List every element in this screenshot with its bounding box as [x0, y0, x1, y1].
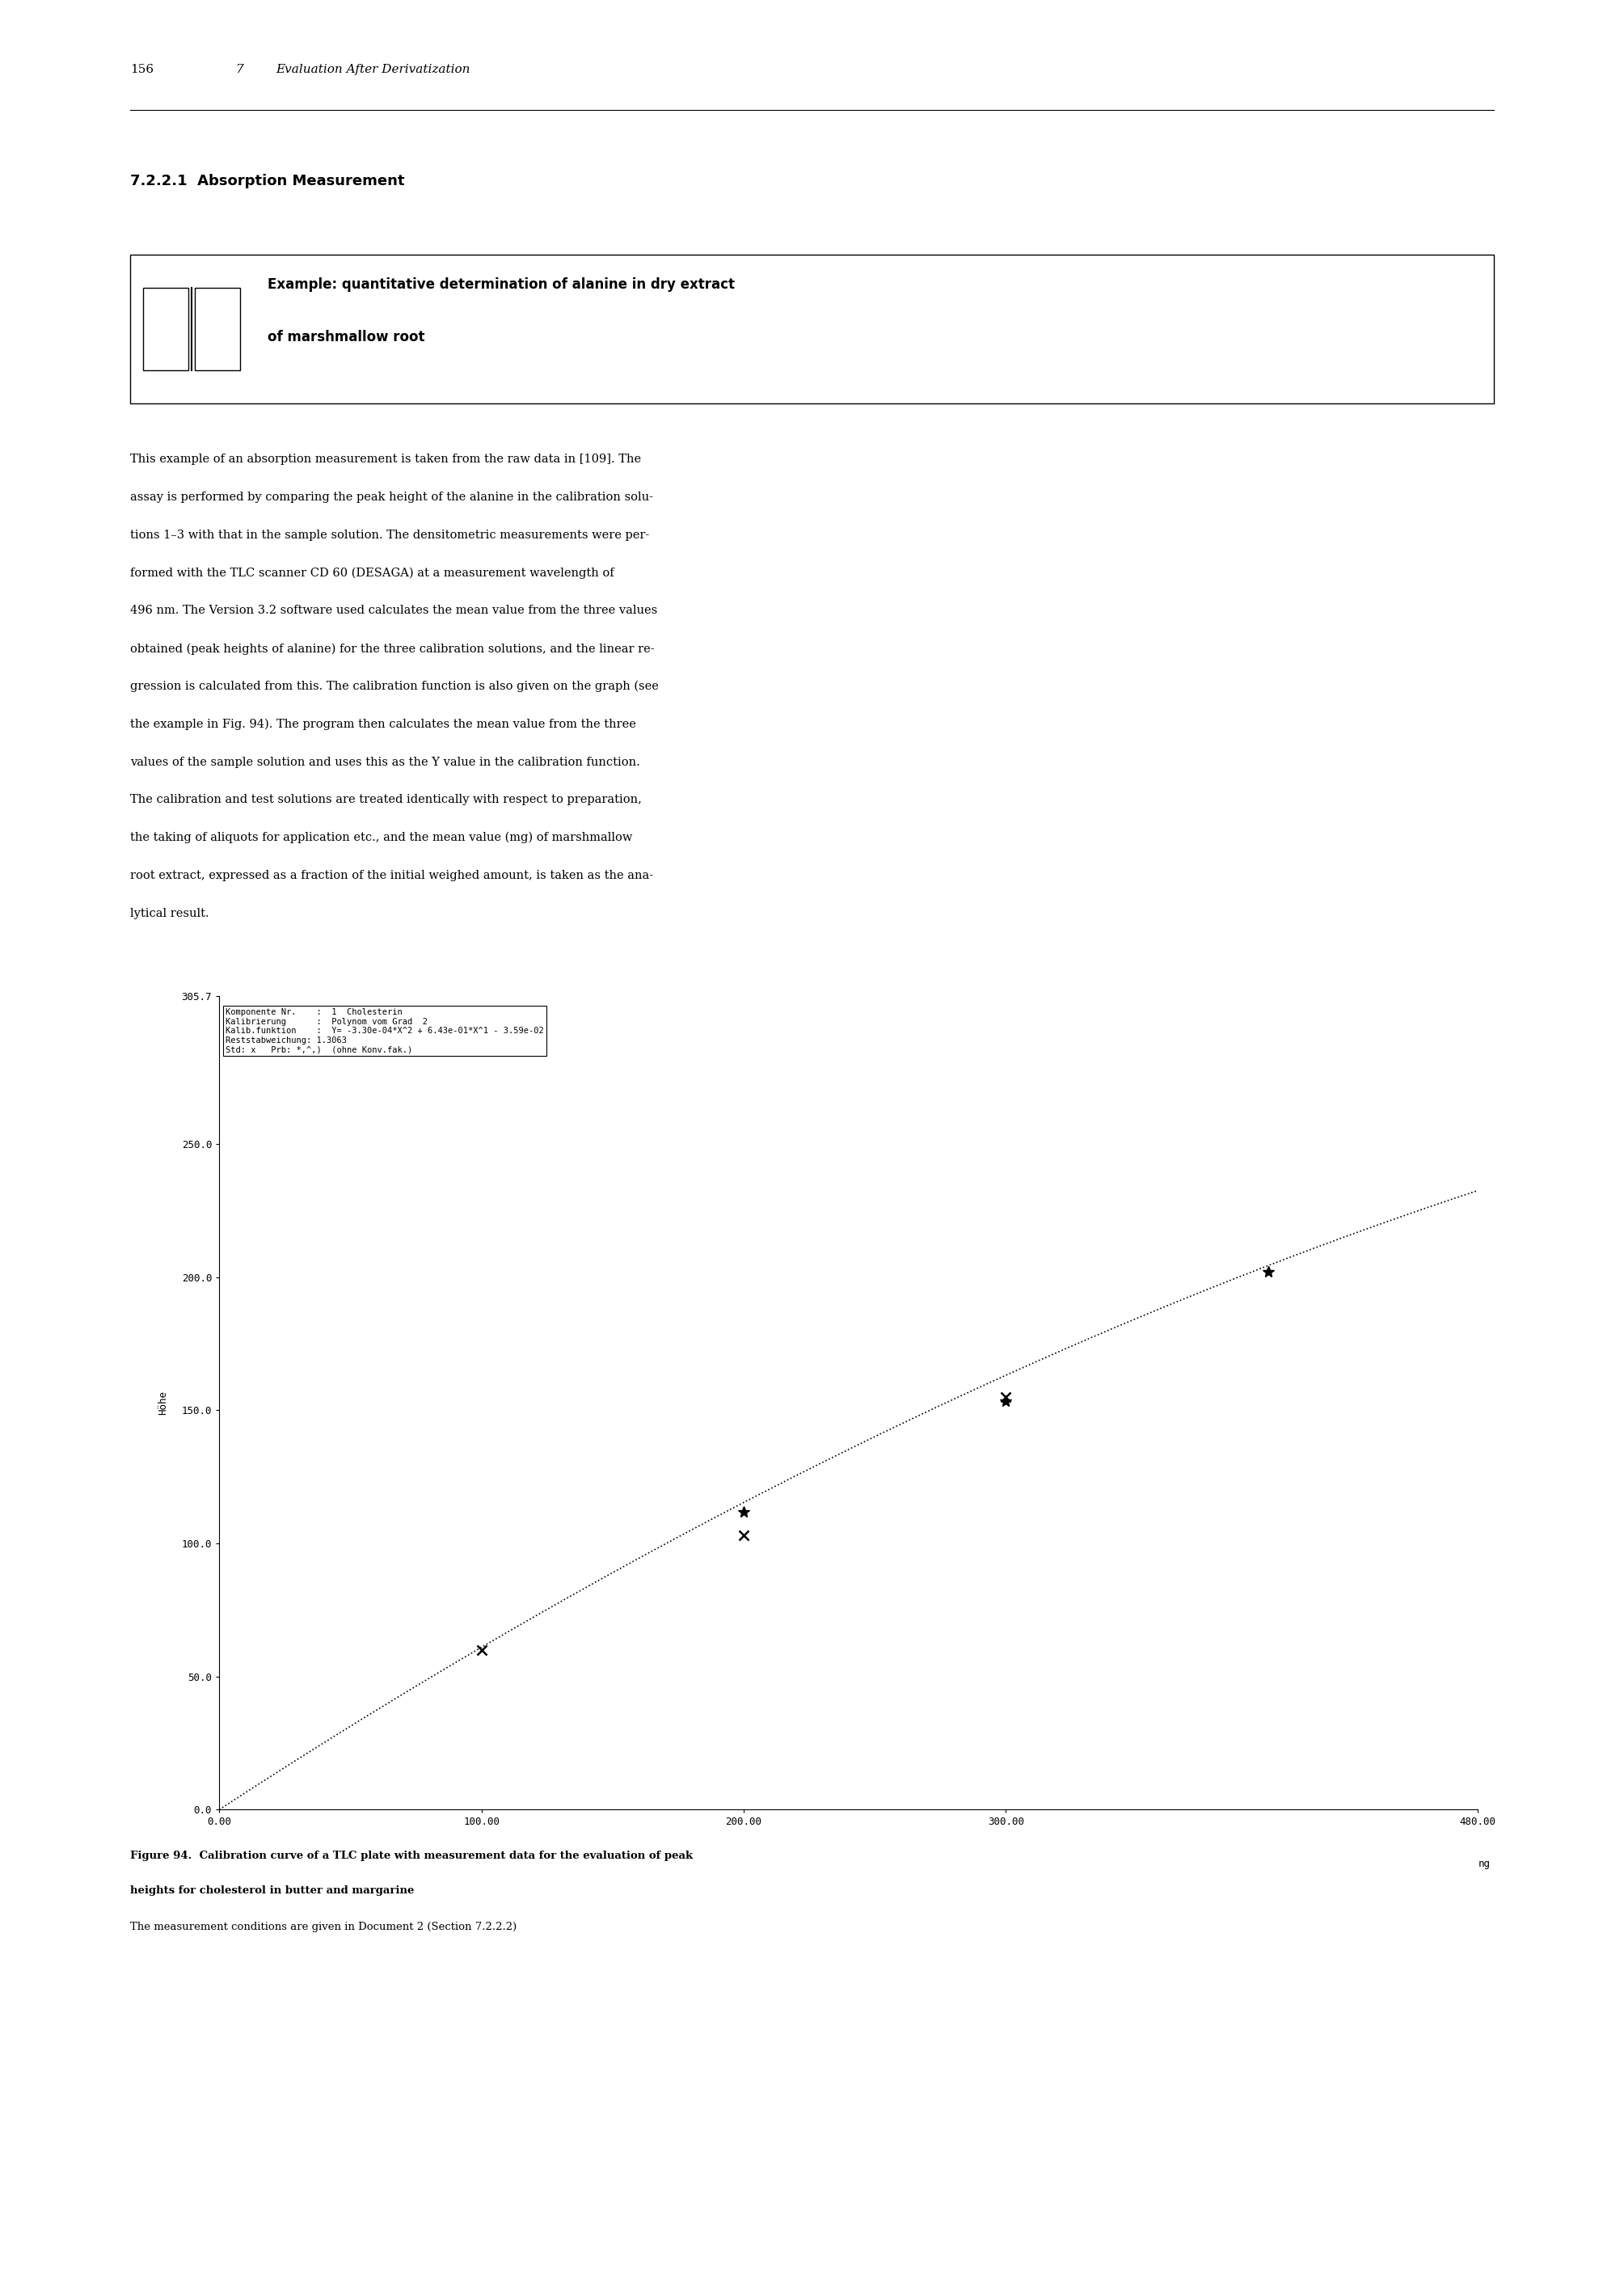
Text: Figure 94.  Calibration curve of a TLC plate with measurement data for the evalu: Figure 94. Calibration curve of a TLC pl…	[130, 1852, 693, 1861]
Text: The measurement conditions are given in Document 2 (Section 7.2.2.2): The measurement conditions are given in …	[130, 1923, 516, 1932]
Text: values of the sample solution and uses this as the Y value in the calibration fu: values of the sample solution and uses t…	[130, 756, 640, 768]
Text: heights for cholesterol in butter and margarine: heights for cholesterol in butter and ma…	[130, 1886, 414, 1895]
Text: gression is calculated from this. The calibration function is also given on the : gression is calculated from this. The ca…	[130, 681, 658, 692]
Text: 7.2.2.1  Absorption Measurement: 7.2.2.1 Absorption Measurement	[130, 174, 404, 188]
Text: Höhe: Höhe	[158, 1391, 167, 1414]
Text: obtained (peak heights of alanine) for the three calibration solutions, and the : obtained (peak heights of alanine) for t…	[130, 644, 654, 656]
Text: Example: quantitative determination of alanine in dry extract: Example: quantitative determination of a…	[268, 277, 736, 291]
Bar	[195, 289, 240, 371]
FancyBboxPatch shape	[130, 254, 1494, 403]
Text: The calibration and test solutions are treated identically with respect to prepa: The calibration and test solutions are t…	[130, 795, 641, 804]
Text: the taking of aliquots for application etc., and the mean value (mg) of marshmal: the taking of aliquots for application e…	[130, 832, 632, 843]
Text: Komponente Nr.    :  1  Cholesterin
Kalibrierung      :  Polynom vom Grad  2
Kal: Komponente Nr. : 1 Cholesterin Kalibrier…	[226, 1008, 544, 1054]
Text: of marshmallow root: of marshmallow root	[268, 330, 425, 344]
Text: 7: 7	[235, 64, 244, 76]
Text: Evaluation After Derivatization: Evaluation After Derivatization	[276, 64, 471, 76]
Text: root extract, expressed as a fraction of the initial weighed amount, is taken as: root extract, expressed as a fraction of…	[130, 871, 653, 880]
Text: 496 nm. The Version 3.2 software used calculates the mean value from the three v: 496 nm. The Version 3.2 software used ca…	[130, 605, 658, 617]
Text: assay is performed by comparing the peak height of the alanine in the calibratio: assay is performed by comparing the peak…	[130, 493, 653, 502]
Text: lytical result.: lytical result.	[130, 908, 209, 919]
Bar	[143, 289, 188, 371]
Text: This example of an absorption measurement is taken from the raw data in [109]. T: This example of an absorption measuremen…	[130, 454, 641, 465]
Text: 156: 156	[130, 64, 153, 76]
Text: the example in Fig. 94). The program then calculates the mean value from the thr: the example in Fig. 94). The program the…	[130, 720, 637, 731]
Text: tions 1–3 with that in the sample solution. The densitometric measurements were : tions 1–3 with that in the sample soluti…	[130, 529, 650, 541]
Text: ng: ng	[1478, 1859, 1491, 1868]
Text: formed with the TLC scanner CD 60 (DESAGA) at a measurement wavelength of: formed with the TLC scanner CD 60 (DESAG…	[130, 568, 614, 580]
